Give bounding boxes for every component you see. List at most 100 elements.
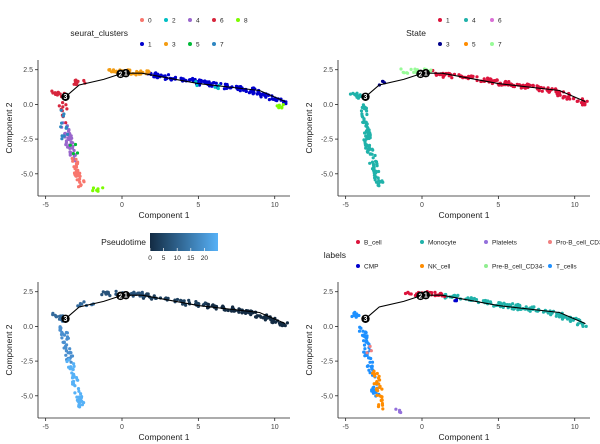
data-point xyxy=(361,103,365,107)
data-point xyxy=(77,404,81,408)
data-point xyxy=(53,313,57,317)
data-point xyxy=(231,305,235,309)
data-point xyxy=(365,112,369,117)
data-point xyxy=(60,137,64,141)
legend-swatch xyxy=(212,42,216,46)
data-point xyxy=(434,73,438,77)
data-point xyxy=(497,301,501,305)
data-point xyxy=(252,91,256,95)
colorbar xyxy=(150,233,218,251)
data-point xyxy=(175,297,180,302)
data-point xyxy=(524,305,528,309)
branch-node-label: 2 xyxy=(119,293,123,300)
data-point xyxy=(402,71,406,75)
state-plot: -5 0 5 10 -5.0 -2.5 0.0 2.5 Component 1 Component… xyxy=(304,18,590,220)
branch-node xyxy=(121,290,131,300)
data-point xyxy=(565,317,570,321)
legend-swatch xyxy=(188,42,192,46)
data-point xyxy=(374,170,378,174)
data-point xyxy=(187,298,191,302)
x-axis-title: Component 1 xyxy=(138,210,189,220)
legend-swatch xyxy=(164,18,168,22)
data-point xyxy=(368,360,372,364)
scatter-points xyxy=(51,289,289,409)
y-tick-label: -2.5 xyxy=(21,137,33,144)
colorbar-tick-label: 5 xyxy=(162,255,166,262)
data-point xyxy=(69,136,73,141)
data-point xyxy=(250,311,254,315)
data-point xyxy=(365,334,369,338)
data-point xyxy=(96,187,100,191)
data-point xyxy=(240,311,244,315)
branch-node-label: 1 xyxy=(424,71,428,78)
legend-swatch xyxy=(548,264,552,268)
legend-label: CMP xyxy=(364,264,378,271)
data-point xyxy=(365,351,369,355)
data-point xyxy=(82,179,86,183)
data-point xyxy=(281,323,285,327)
legend: State 1 3 4 5 6 7 xyxy=(406,18,502,49)
data-point xyxy=(371,371,375,375)
data-point xyxy=(378,384,382,388)
data-point xyxy=(101,186,105,190)
data-point xyxy=(71,374,75,378)
branch-node-label: 3 xyxy=(364,316,368,323)
data-point xyxy=(365,137,369,141)
data-point xyxy=(394,407,398,411)
data-point xyxy=(74,165,79,169)
data-point xyxy=(188,78,193,82)
data-point xyxy=(65,107,69,111)
data-point xyxy=(412,70,416,74)
legend-swatch xyxy=(438,42,442,46)
x-tick-label: 0 xyxy=(120,202,124,209)
branch-node-label: 2 xyxy=(419,71,423,78)
data-point xyxy=(159,73,163,77)
data-point xyxy=(134,73,138,77)
labels-plot: -5 0 5 10 -5.0 -2.5 0.0 2.5 Component 1 Component… xyxy=(304,240,600,443)
colorbar-tick-label: 15 xyxy=(187,255,195,262)
data-point xyxy=(363,131,367,135)
legend-label: 4 xyxy=(196,18,200,25)
y-tick-label: -5.0 xyxy=(21,393,33,400)
data-point xyxy=(409,292,413,296)
data-point xyxy=(399,410,403,415)
legend-swatch xyxy=(140,18,144,22)
data-point xyxy=(255,314,259,318)
data-point xyxy=(82,78,86,83)
data-point xyxy=(516,308,520,312)
y-tick-label: 2.5 xyxy=(23,289,33,296)
legend-swatch xyxy=(164,42,168,46)
y-axis-title: Component 2 xyxy=(4,324,14,375)
branch-node xyxy=(361,92,370,101)
data-point xyxy=(67,358,71,362)
colorbar-tick-label: 10 xyxy=(174,255,182,262)
data-point xyxy=(59,125,63,129)
data-point xyxy=(110,70,114,74)
branch-node-label: 2 xyxy=(119,71,123,78)
legend-swatch xyxy=(484,264,488,268)
legend-swatch xyxy=(464,18,468,22)
data-point xyxy=(368,131,372,135)
y-tick-label: -5.0 xyxy=(321,393,333,400)
legend-title: State xyxy=(406,28,426,38)
data-point xyxy=(370,389,374,393)
data-point xyxy=(568,318,573,322)
data-point xyxy=(60,121,64,125)
branch-node xyxy=(421,68,431,78)
data-point xyxy=(366,364,370,368)
data-point xyxy=(527,83,531,87)
legend-swatch xyxy=(438,18,442,22)
seurat-clusters-panel: -5 0 5 10 -5.0 -2.5 0.0 2.5 Component 1 Component… xyxy=(0,0,300,222)
legend-label: 7 xyxy=(498,42,502,49)
data-point xyxy=(457,73,461,77)
data-point xyxy=(546,311,550,315)
x-tick-label: 10 xyxy=(271,424,279,431)
data-point xyxy=(100,293,104,297)
data-point xyxy=(211,303,215,307)
data-point xyxy=(285,321,289,325)
branch-node xyxy=(361,314,370,323)
legend-swatch xyxy=(490,18,494,22)
data-point xyxy=(363,354,367,358)
legend-label: 5 xyxy=(472,42,476,49)
